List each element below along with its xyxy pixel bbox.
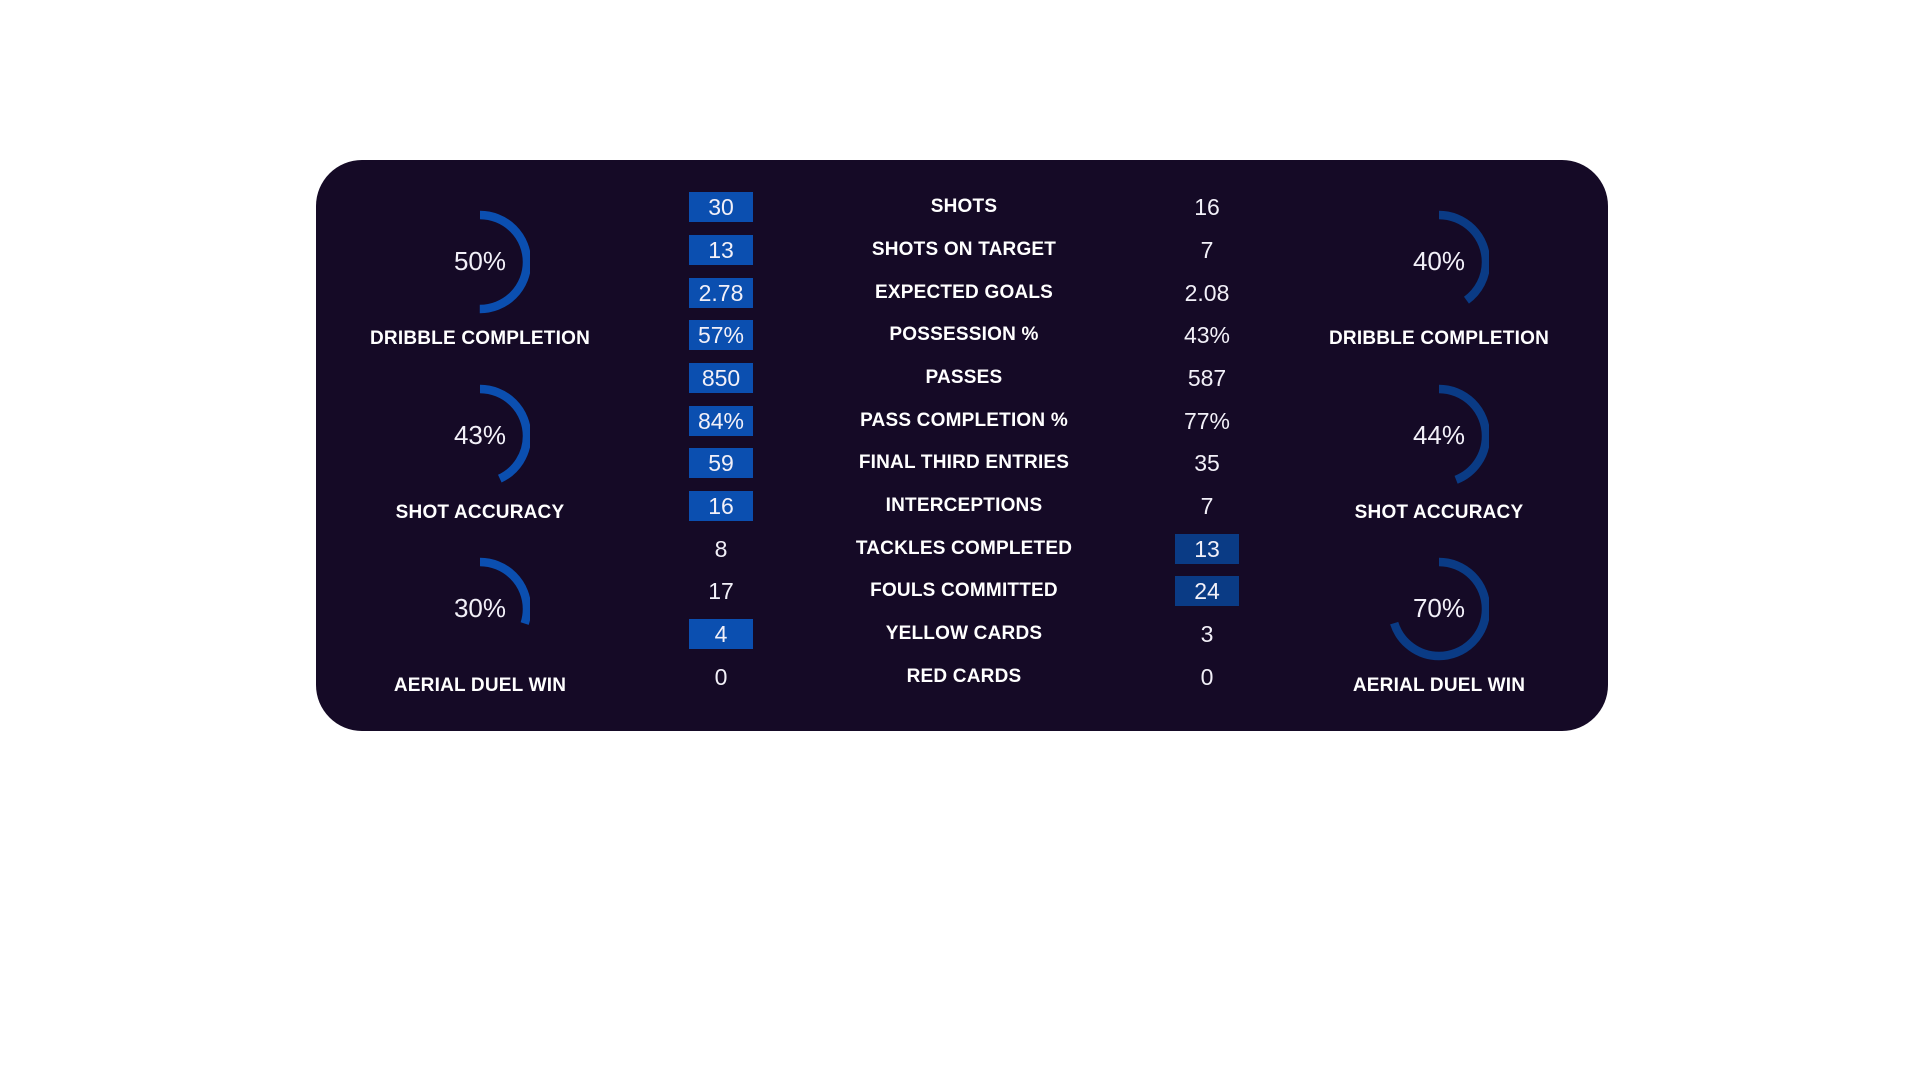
gauge-label: AERIAL DUEL WIN <box>393 675 567 696</box>
gauge-percentage: 30% <box>453 593 507 623</box>
progress-ring-icon <box>1389 384 1489 488</box>
away-stat-value: 7 <box>1200 493 1214 519</box>
home-stat-value: 16 <box>689 491 753 521</box>
gauge-percentage: 43% <box>453 420 507 450</box>
home-stat-value: 57% <box>689 320 753 350</box>
stat-label: INTERCEPTIONS <box>885 495 1043 516</box>
stat-label: SHOTS ON TARGET <box>871 239 1057 260</box>
stat-label: SHOTS <box>930 196 998 217</box>
away-stat-value: 13 <box>1175 534 1239 564</box>
gauge-label: DRIBBLE COMPLETION <box>370 328 590 349</box>
home-stat-value: 850 <box>689 363 753 393</box>
away-stat-value: 43% <box>1183 322 1231 348</box>
home-stat-value: 59 <box>689 448 753 478</box>
away-stat-value: 0 <box>1200 664 1214 690</box>
match-stats-card: 30 SHOTS 16 13 SHOTS ON TARGET 7 2.78 EXPECTED … <box>316 160 1608 731</box>
home-stat-value: 13 <box>689 235 753 265</box>
away-stat-value: 2.08 <box>1184 280 1230 306</box>
progress-ring-icon <box>430 557 530 661</box>
gauge-label: DRIBBLE COMPLETION <box>1329 328 1549 349</box>
home-stat-value: 4 <box>689 619 753 649</box>
stat-label: TACKLES COMPLETED <box>855 538 1073 559</box>
gauge-percentage: 50% <box>453 246 507 276</box>
away-stat-value: 77% <box>1183 408 1231 434</box>
gauge-percentage: 70% <box>1412 593 1466 623</box>
gauge-label: SHOT ACCURACY <box>1354 502 1524 523</box>
progress-ring-icon <box>430 210 530 314</box>
progress-ring-icon <box>430 384 530 488</box>
stat-label: PASSES <box>925 367 1003 388</box>
progress-ring-icon <box>1389 210 1489 314</box>
away-stat-value: 587 <box>1187 365 1227 391</box>
away-stat-value: 3 <box>1200 621 1214 647</box>
away-stat-value: 24 <box>1175 576 1239 606</box>
away-stat-value: 16 <box>1194 194 1220 220</box>
home-stat-value: 30 <box>689 192 753 222</box>
stat-label: FOULS COMMITTED <box>870 580 1058 601</box>
progress-ring-icon <box>1389 557 1489 661</box>
home-stat-value: 2.78 <box>689 278 753 308</box>
away-stat-value: 7 <box>1200 237 1214 263</box>
stat-label: RED CARDS <box>906 666 1022 687</box>
gauge-label: AERIAL DUEL WIN <box>1352 675 1526 696</box>
home-stat-value: 17 <box>708 578 734 604</box>
stat-label: PASS COMPLETION % <box>860 410 1068 431</box>
stat-label: POSSESSION % <box>889 324 1039 345</box>
gauge-percentage: 44% <box>1412 420 1466 450</box>
home-stat-value: 84% <box>689 406 753 436</box>
away-stat-value: 35 <box>1194 450 1220 476</box>
stat-label: YELLOW CARDS <box>885 623 1043 644</box>
stat-label: FINAL THIRD ENTRIES <box>858 452 1070 473</box>
home-stat-value: 0 <box>714 664 728 690</box>
home-stat-value: 8 <box>714 536 728 562</box>
gauge-label: SHOT ACCURACY <box>395 502 565 523</box>
stat-label: EXPECTED GOALS <box>874 282 1054 303</box>
gauge-percentage: 40% <box>1412 246 1466 276</box>
